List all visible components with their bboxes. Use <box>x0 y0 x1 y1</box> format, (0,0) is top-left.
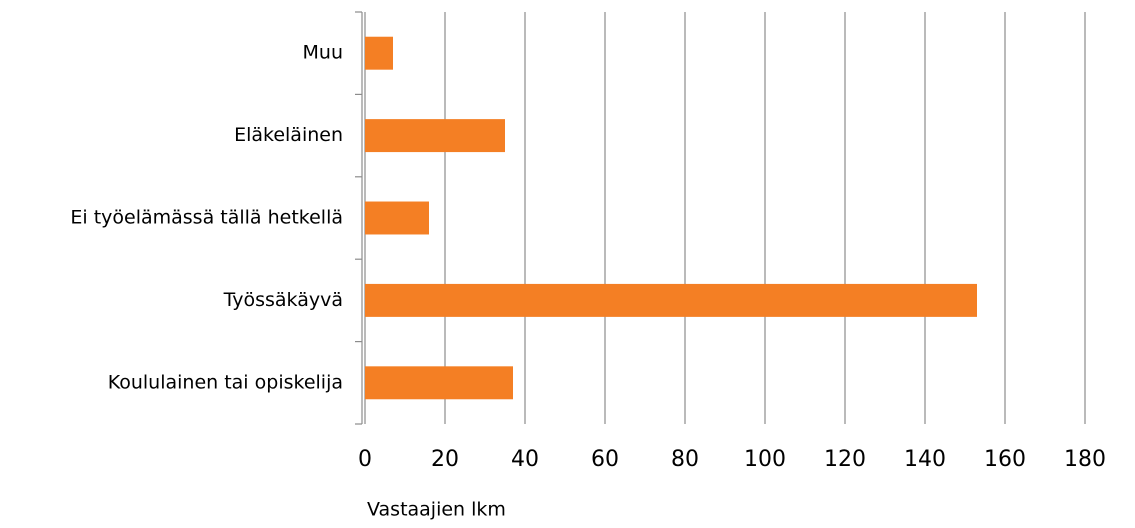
y-tick-label: Muu <box>303 42 343 64</box>
x-axis-label: Vastaajien lkm <box>367 499 506 521</box>
x-tick-label: 60 <box>591 447 619 472</box>
bar <box>365 366 513 400</box>
x-tick-label: 160 <box>984 447 1026 472</box>
bar <box>365 119 505 153</box>
x-tick-label: 100 <box>744 447 786 472</box>
bar <box>365 201 429 235</box>
x-tick-label: 180 <box>1064 447 1106 472</box>
y-tick-label: Ei työelämässä tällä hetkellä <box>70 207 343 229</box>
bar <box>365 36 393 70</box>
y-tick-label: Koululainen tai opiskelija <box>108 371 343 393</box>
x-tick-label: 120 <box>824 447 866 472</box>
x-tick-label: 80 <box>671 447 699 472</box>
x-tick-label: 0 <box>358 447 372 472</box>
y-tick-label: Työssäkäyvä <box>223 289 343 311</box>
x-tick-label: 40 <box>511 447 539 472</box>
x-tick-label: 20 <box>431 447 459 472</box>
y-tick-label: Eläkeläinen <box>234 124 343 146</box>
bar <box>365 283 977 317</box>
x-tick-label: 140 <box>904 447 946 472</box>
